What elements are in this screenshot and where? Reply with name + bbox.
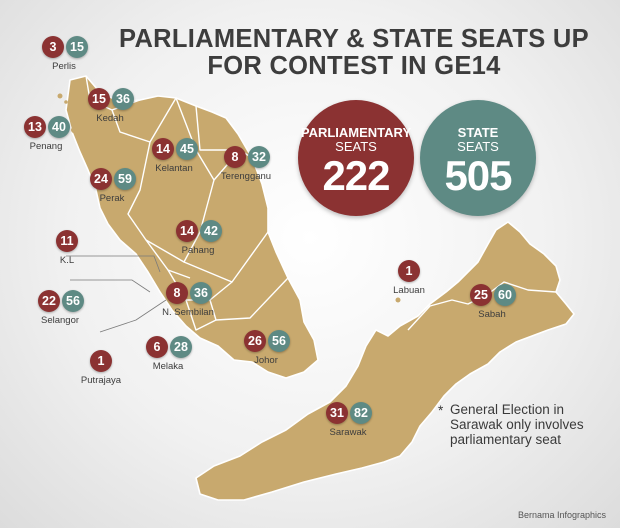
parliamentary-seat-count: 24 — [90, 168, 112, 190]
state-name-label: Kedah — [96, 113, 124, 124]
title-line-2: FOR CONTEST IN GE14 — [207, 52, 501, 80]
state-seat-count: 56 — [62, 290, 84, 312]
parliamentary-seat-count: 26 — [244, 330, 266, 352]
state-seat-count: 28 — [170, 336, 192, 358]
footnote-asterisk: * — [438, 403, 444, 418]
state-name-label: Kelantan — [155, 163, 193, 174]
state-name-label: Putrajaya — [80, 375, 122, 386]
parliamentary-seat-count: 6 — [146, 336, 168, 358]
parliamentary-seat-count: 22 — [38, 290, 60, 312]
state-seat-count: 82 — [350, 402, 372, 424]
state-seat-count: 40 — [48, 116, 70, 138]
state-seat-count: 36 — [112, 88, 134, 110]
state-seat-count: 36 — [190, 282, 212, 304]
parliamentary-seat-count: 15 — [88, 88, 110, 110]
parliamentary-seat-count: 13 — [24, 116, 46, 138]
state-name-label: K.L — [59, 255, 75, 266]
parliamentary-seat-count: 8 — [166, 282, 188, 304]
title-line-1: PARLIAMENTARY & STATE SEATS UP — [119, 25, 589, 53]
parliamentary-seat-count: 14 — [176, 220, 198, 242]
putrajaya-leader-line — [99, 299, 167, 333]
page-title: PARLIAMENTARY & STATE SEATS UP FOR CONTE… — [104, 26, 604, 80]
state-seat-count: 15 — [66, 36, 88, 58]
source-credit: Bernama Infographics — [517, 510, 606, 520]
state-seat-count: 56 — [268, 330, 290, 352]
state-name-label: Perlis — [52, 61, 76, 72]
state-total-circle: STATE SEATS 505 — [420, 100, 536, 216]
parliamentary-total-label: PARLIAMENTARY — [300, 125, 412, 140]
state-name-label: Terengganu — [220, 171, 272, 182]
state-seat-count: 42 — [200, 220, 222, 242]
state-seat-count: 32 — [248, 146, 270, 168]
parliamentary-total-circle: PARLIAMENTARY SEATS 222 — [298, 100, 414, 216]
state-name-label: Selangor — [40, 315, 80, 326]
parliamentary-seat-count: 1 — [398, 260, 420, 282]
parliamentary-seat-count: 11 — [56, 230, 78, 252]
parliamentary-total-sublabel: SEATS — [335, 139, 377, 154]
state-name-label: N. Sembilan — [162, 307, 214, 318]
state-name-label: Johor — [254, 355, 278, 366]
state-seat-count: 60 — [494, 284, 516, 306]
kl-leader-line — [66, 255, 161, 273]
state-seat-count: 59 — [114, 168, 136, 190]
state-name-label: Pahang — [181, 245, 215, 256]
state-total-label: STATE — [457, 125, 499, 140]
footnote-text: General Election in Sarawak only involve… — [450, 402, 584, 447]
parliamentary-seat-count: 14 — [152, 138, 174, 160]
selangor-leader-line — [70, 279, 151, 293]
state-name-label: Sabah — [478, 309, 506, 320]
parliamentary-seat-count: 25 — [470, 284, 492, 306]
state-name-label: Melaka — [152, 361, 184, 372]
parliamentary-seat-count: 8 — [224, 146, 246, 168]
state-total-sublabel: SEATS — [457, 139, 499, 154]
parliamentary-total-value: 222 — [322, 152, 390, 199]
parliamentary-seat-count: 3 — [42, 36, 64, 58]
state-name-label: Penang — [29, 141, 63, 152]
parliamentary-seat-count: 31 — [326, 402, 348, 424]
state-name-label: Sarawak — [329, 427, 367, 438]
parliamentary-seat-count: 1 — [90, 350, 112, 372]
state-total-value: 505 — [444, 152, 512, 199]
state-name-label: Labuan — [393, 285, 425, 296]
state-seat-count: 45 — [176, 138, 198, 160]
sarawak-footnote: * General Election in Sarawak only invol… — [438, 402, 608, 447]
state-name-label: Perak — [99, 193, 125, 204]
